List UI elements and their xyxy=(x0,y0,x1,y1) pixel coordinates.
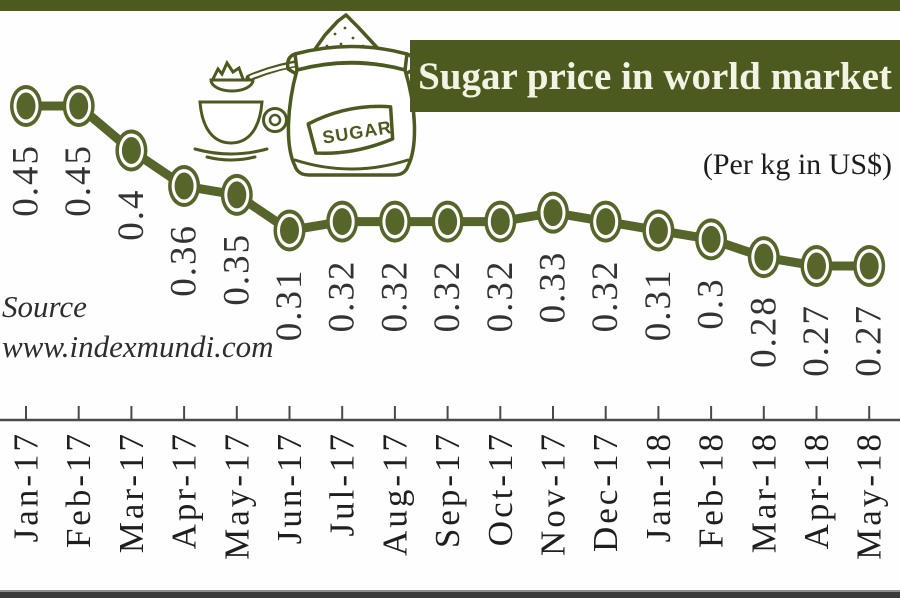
data-point-label: 0.4 xyxy=(111,188,152,240)
data-point-label: 0.45 xyxy=(58,144,99,217)
data-point-label: 0.32 xyxy=(374,260,415,333)
x-axis-label: Sep-17 xyxy=(428,431,467,548)
data-point-marker-core xyxy=(490,208,510,236)
unit-note: (Per kg in US$) xyxy=(702,148,892,181)
data-point-marker-core xyxy=(648,216,668,244)
x-axis-label: Dec-17 xyxy=(586,431,625,552)
x-axis-label: Jan-17 xyxy=(7,431,46,542)
bottom-rule xyxy=(0,590,900,598)
x-axis-label: May-18 xyxy=(850,431,889,560)
spoon-bowl xyxy=(209,78,255,93)
data-point-marker-core xyxy=(385,208,405,236)
x-axis-label: Aug-17 xyxy=(375,431,414,556)
x-axis-label: Nov-17 xyxy=(534,431,573,556)
data-point-marker-core xyxy=(596,208,616,236)
data-point-marker-core xyxy=(227,181,247,209)
data-point-label: 0.33 xyxy=(533,251,574,324)
sugar-sack-icon: SUGAR xyxy=(285,13,417,177)
spoon-sugar-mound xyxy=(210,59,245,83)
x-axis-label: Jan-18 xyxy=(639,431,678,542)
data-point-marker-core xyxy=(69,92,89,120)
top-accent-bar xyxy=(0,0,900,11)
x-axis-label: Feb-18 xyxy=(692,431,731,548)
x-axis-label: Jul-17 xyxy=(323,431,362,537)
x-axis-label: Oct-17 xyxy=(481,431,520,546)
source-block: Source www.indexmundi.com xyxy=(2,287,274,368)
data-point-marker-core xyxy=(543,199,563,227)
sack-label-plate xyxy=(306,104,395,156)
data-point-label: 0.35 xyxy=(216,233,257,306)
x-axis-label: Feb-17 xyxy=(59,431,98,548)
data-point-label: 0.27 xyxy=(796,304,837,377)
x-axis-label: Apr-17 xyxy=(165,431,204,549)
source-label: Source xyxy=(2,289,87,324)
x-axis-label: Apr-18 xyxy=(797,431,836,549)
data-point-label: 0.28 xyxy=(743,295,784,368)
x-axis-label: Jun-17 xyxy=(270,431,309,544)
sack-label: SUGAR xyxy=(306,104,395,156)
saucer-top xyxy=(193,147,269,156)
data-point-label: 0.31 xyxy=(638,268,679,341)
data-point-label: 0.32 xyxy=(585,260,626,333)
teacup-handle-outer xyxy=(262,107,288,133)
data-point-label: 0.27 xyxy=(849,304,890,377)
teacup-body xyxy=(198,100,264,145)
data-point-marker-core xyxy=(280,216,299,244)
sack-fold-left xyxy=(285,52,300,77)
chart-title-banner: Sugar price in world market xyxy=(410,40,900,112)
x-axis-label: Mar-17 xyxy=(112,431,151,553)
sugar-illustration: SUGAR xyxy=(193,13,417,177)
data-point-label: 0.32 xyxy=(427,260,468,333)
data-point-label: 0.36 xyxy=(164,224,205,297)
data-point-marker-core xyxy=(754,243,774,271)
data-point-label: 0.45 xyxy=(6,144,47,217)
teacup-icon xyxy=(193,100,288,162)
data-point-label: 0.3 xyxy=(691,277,732,329)
data-point-marker-core xyxy=(438,208,458,236)
data-point-label: 0.31 xyxy=(269,268,310,341)
x-axis-label: Mar-18 xyxy=(744,431,783,553)
data-point-marker-core xyxy=(121,136,141,164)
sack-bottom-seam xyxy=(293,158,410,171)
data-point-marker-core xyxy=(859,252,879,280)
data-point-marker-core xyxy=(174,172,194,200)
data-point-label: 0.32 xyxy=(322,260,363,333)
data-point-marker-core xyxy=(16,92,36,120)
x-axis-label: May-17 xyxy=(217,431,256,560)
data-point-marker-core xyxy=(332,208,352,236)
teacup-handle-inner xyxy=(268,113,282,127)
source-url: www.indexmundi.com xyxy=(2,329,274,365)
data-point-marker-core xyxy=(701,225,721,253)
data-point-marker-core xyxy=(807,252,826,280)
chart-title: Sugar price in world market xyxy=(418,54,892,98)
data-point-label: 0.32 xyxy=(480,260,521,333)
saucer-base xyxy=(205,155,257,162)
